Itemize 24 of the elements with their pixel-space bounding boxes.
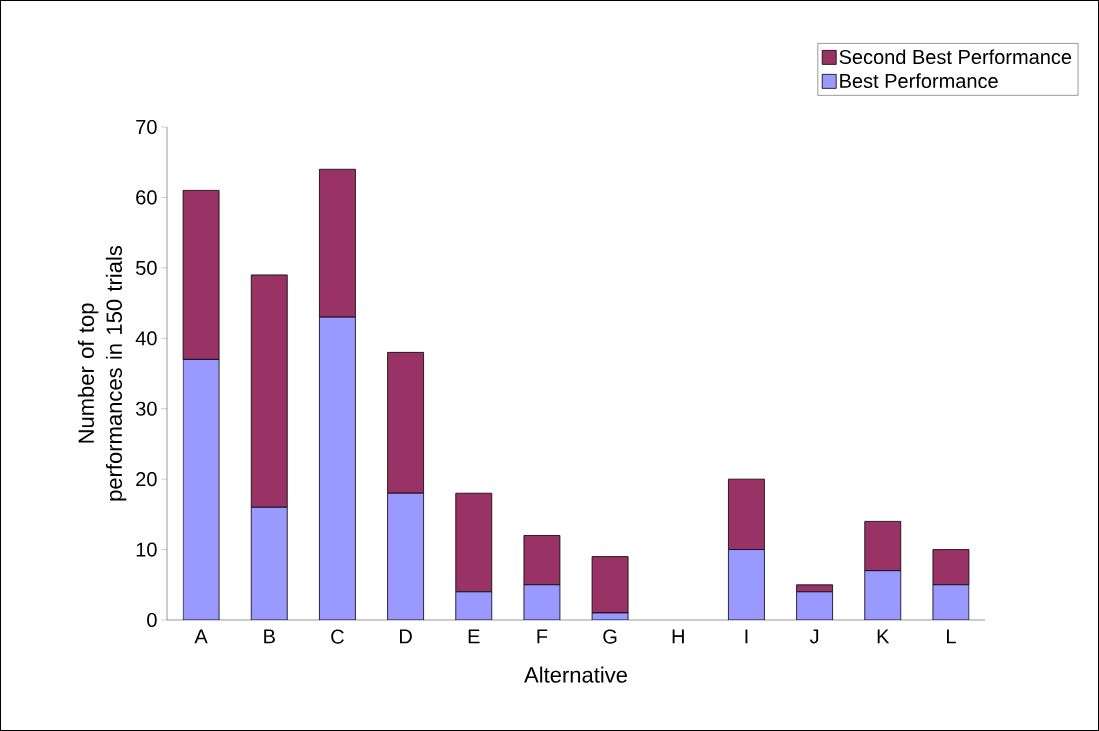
x-tick-label: I [745,629,748,644]
x-tick-label: D [400,629,412,644]
y-tick-label: 10 [136,542,157,557]
y-axis-title: Number of top performances in 150 trials [77,245,127,501]
x-tick-label: K [877,629,890,644]
x-tick-label: F [537,629,548,644]
x-tick-label: G [603,629,617,644]
x-tick-label: J [809,629,819,644]
x-tick-label: A [194,629,208,644]
legend-label: Best Performance [840,73,998,89]
x-tick-label: C [331,629,344,644]
legend-label: Second Best Performance [839,49,1072,65]
y-tick-label: 60 [136,190,157,205]
x-tick-label: E [468,629,480,644]
x-tick-label: H [672,629,684,644]
x-tick-label: B [264,629,275,644]
y-tick-label: 50 [136,260,157,275]
y-tick-label: 30 [136,401,157,416]
y-tick-label: 20 [136,472,157,487]
y-tick-label: 0 [147,612,157,628]
y-tick-label: 40 [135,331,157,346]
x-axis-title: Alternative [524,666,627,683]
x-tick-label: L [947,629,956,644]
y-tick-label: 70 [136,119,157,135]
